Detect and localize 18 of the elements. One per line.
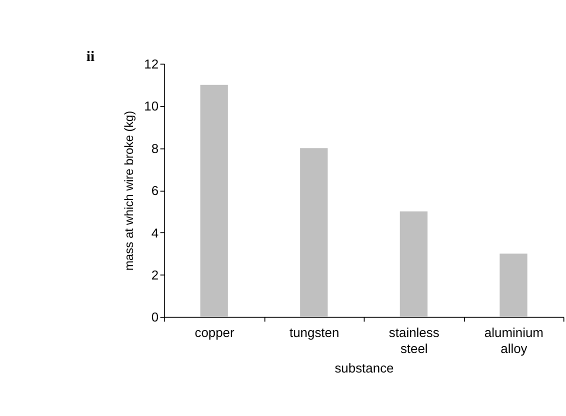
y-tick-label: 6 bbox=[151, 183, 159, 198]
bar bbox=[200, 84, 228, 317]
y-tick-label: 4 bbox=[151, 225, 159, 240]
y-tick-label: 0 bbox=[151, 310, 159, 325]
y-axis-title: mass at which wire broke (kg) bbox=[122, 110, 136, 271]
text: ii bbox=[86, 49, 95, 66]
x-tick-label: tungsten bbox=[289, 325, 340, 340]
bar bbox=[400, 211, 428, 317]
bar bbox=[300, 148, 328, 317]
y-tick-label: 8 bbox=[151, 140, 159, 156]
x-tick-label: copper bbox=[194, 325, 236, 340]
bar bbox=[500, 254, 528, 317]
y-tick-label: 10 bbox=[144, 98, 159, 114]
x-tick-label: aluminium alloy bbox=[484, 325, 544, 356]
x-tick-label: stainless steel bbox=[388, 325, 440, 356]
y-tick-label: 2 bbox=[151, 267, 159, 282]
y-tick-label: 12 bbox=[144, 56, 159, 72]
x-axis-title: substance bbox=[334, 360, 394, 376]
